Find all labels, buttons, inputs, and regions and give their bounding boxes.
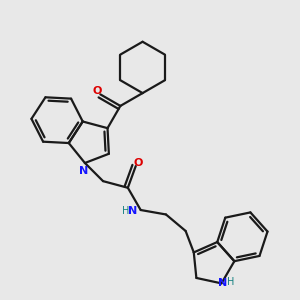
Text: O: O — [93, 86, 102, 96]
Text: N: N — [128, 206, 137, 216]
Text: H: H — [227, 277, 235, 287]
Text: N: N — [218, 278, 227, 288]
Text: N: N — [79, 166, 88, 176]
Text: H: H — [122, 206, 130, 216]
Text: O: O — [134, 158, 143, 168]
